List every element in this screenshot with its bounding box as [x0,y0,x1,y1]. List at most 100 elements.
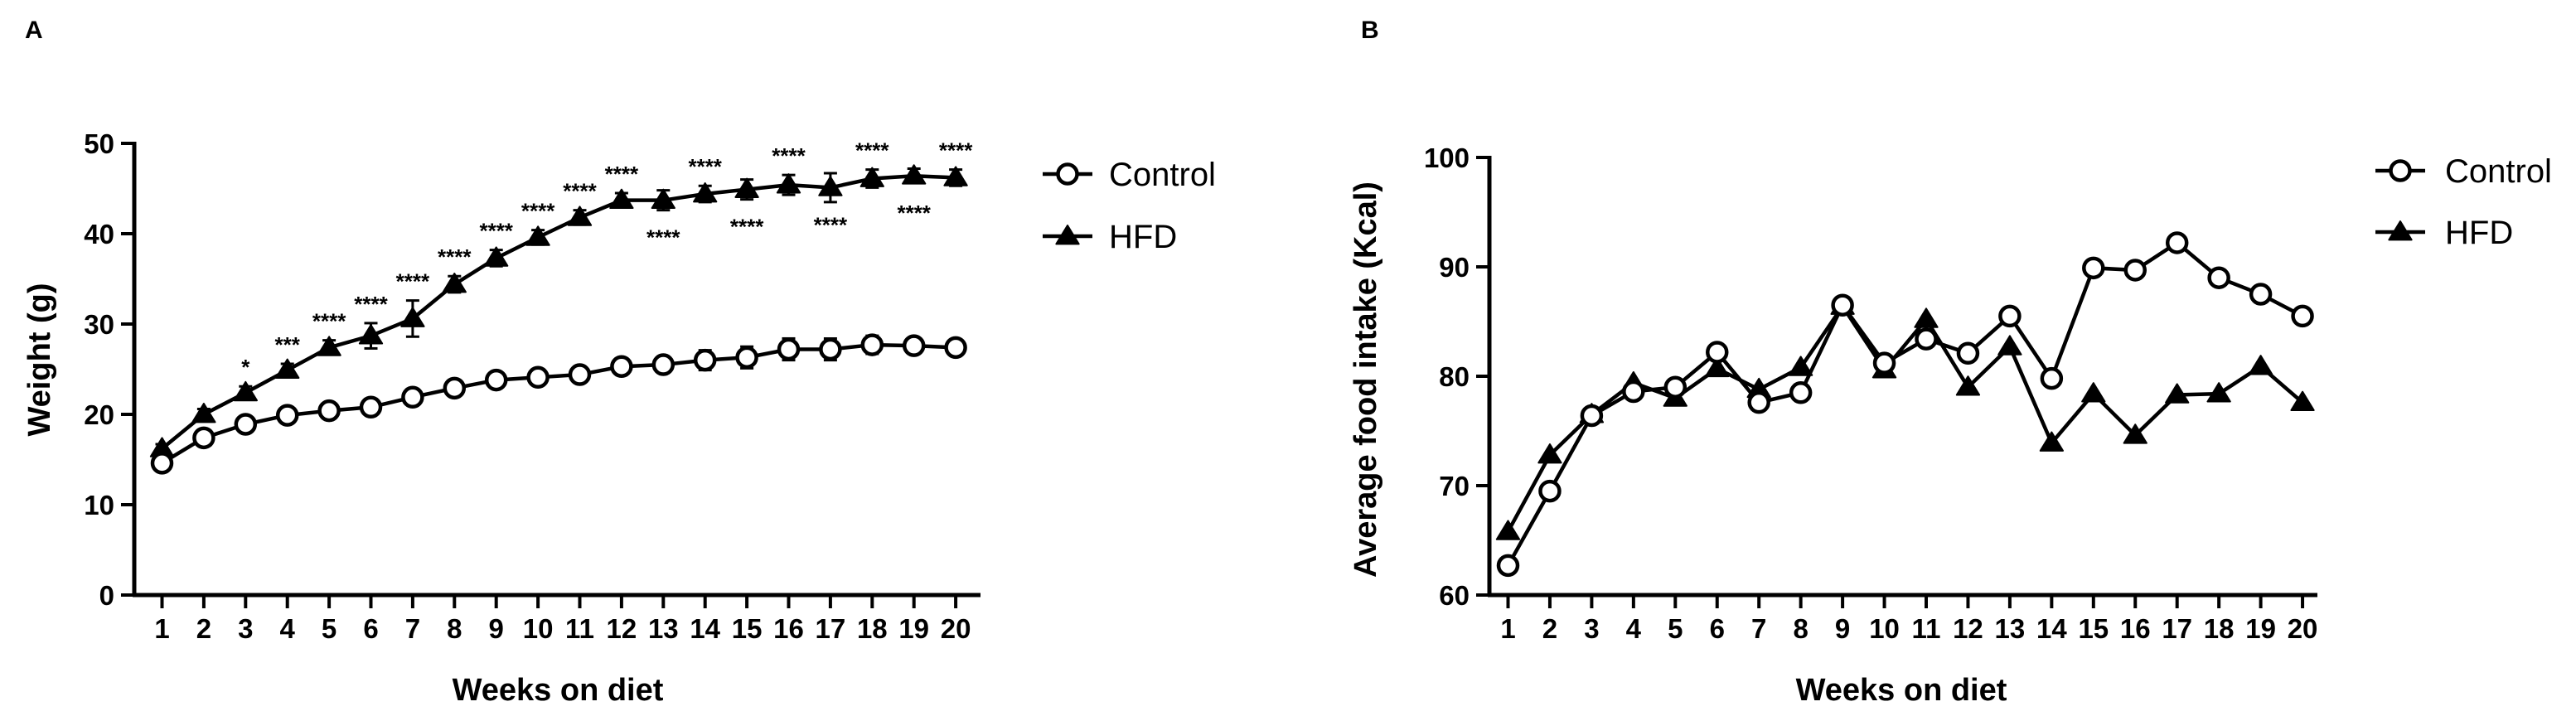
weight-significance-label: **** [939,138,973,163]
food-intake-y-tick-label: 100 [1424,143,1470,173]
weight-control-point [568,363,592,386]
weight-x-tick-label: 19 [898,613,929,644]
food-intake-control-point [1538,479,1562,503]
weight-significance-label: **** [814,212,848,237]
weight-x-tick-label: 15 [732,613,763,644]
food-intake-control-point [2123,259,2147,282]
weight-x-tick-label: 16 [773,613,804,644]
food-intake-x-tick-label: 12 [1953,613,1983,644]
weight-control-point [484,368,508,392]
food-intake-control-point [1706,341,1729,364]
weight-legend-hfd-label: HFD [1109,219,1177,255]
food-intake-x-tick-label: 5 [1668,613,1683,644]
food-intake-control-point [1622,380,1645,404]
weight-hfd-point [275,358,300,379]
weight-hfd-point [525,225,550,246]
food-intake-x-tick-label: 11 [1912,613,1941,644]
food-intake-hfd-point [1789,356,1813,376]
food-intake-x-tick-label: 13 [1995,613,2026,644]
weight-hfd-point [776,173,801,194]
weight-x-tick-label: 1 [154,613,169,644]
weight-control-point [610,355,633,378]
weight-x-tick-label: 4 [280,613,296,644]
weight-control-point [401,385,424,409]
food-intake-hfd-point [1705,356,1730,378]
weight-control-point [192,426,215,450]
food-intake-y-tick-label: 80 [1439,361,1470,392]
weight-control-point [526,365,550,390]
food-intake-control-point [1496,554,1520,578]
food-intake-x-tick-label: 17 [2162,613,2192,644]
weight-control-point [443,376,467,400]
food-intake-chart-x-axis-title: Weeks on diet [1796,673,2007,708]
weight-control-point [944,336,967,360]
weight-hfd-point [902,164,927,185]
weight-control-point [860,333,884,356]
weight-control-point [317,399,341,423]
food-intake-hfd-point [1997,335,2022,356]
weight-x-tick-label: 12 [607,613,637,644]
weight-significance-label: **** [688,154,722,179]
food-intake-x-tick-label: 20 [2288,613,2318,644]
weight-x-tick-label: 6 [363,613,378,644]
weight-control-point [150,452,174,475]
food-intake-x-tick-label: 3 [1584,613,1599,644]
weight-x-tick-label: 11 [565,613,594,644]
weight-y-tick-label: 10 [84,490,114,520]
food-intake-x-tick-label: 19 [2245,613,2276,644]
food-intake-hfd-point [1495,520,1521,540]
panel-a-letter: A [25,17,43,44]
weight-control-point [359,395,383,419]
weight-hfd-point [233,380,258,402]
food-intake-hfd-point [2123,423,2147,444]
food-intake-control-point [1663,375,1687,399]
weight-y-tick-label: 30 [84,309,114,340]
weight-x-tick-label: 8 [447,613,462,644]
weight-significance-label: **** [521,199,555,224]
weight-control-point [651,353,675,376]
weight-hfd-point [400,307,425,327]
weight-hfd-point [859,167,884,187]
weight-significance-label: **** [438,244,472,269]
weight-x-tick-label: 20 [941,613,971,644]
weight-legend-control-label: Control [1109,157,1216,193]
weight-x-tick-label: 9 [489,613,504,644]
weight-hfd-point [191,403,216,423]
weight-hfd-point [693,182,718,203]
weight-hfd-point [609,188,634,210]
food-intake-legend-control-label: Control [2445,153,2552,190]
food-intake-control-point [2291,304,2314,328]
food-intake-hfd-point [2039,431,2064,452]
weight-significance-label: **** [730,215,764,240]
weight-significance-label: **** [396,269,430,294]
weight-significance-label: **** [605,162,639,186]
weight-y-tick-label: 20 [84,399,114,430]
weight-control-point [777,337,801,361]
weight-significance-label: **** [479,219,513,244]
weight-hfd-point [567,206,593,226]
food-intake-control-point [2040,366,2064,390]
weight-y-tick-label: 0 [99,580,114,611]
food-intake-x-tick-label: 10 [1869,613,1900,644]
food-intake-x-tick-label: 16 [2120,613,2151,644]
weight-chart-x-axis-title: Weeks on diet [453,673,664,708]
weight-legend-control-marker [1056,162,1079,186]
weight-hfd-point [651,188,675,210]
weight-significance-label: **** [312,309,346,334]
food-intake-hfd-line [1506,302,2304,533]
food-intake-x-tick-label: 9 [1835,613,1850,644]
food-intake-x-tick-label: 15 [2078,613,2109,644]
food-intake-y-tick-label: 60 [1439,580,1470,611]
food-intake-control-point [2207,266,2230,289]
food-intake-control-point [2082,256,2105,280]
weight-hfd-point [484,246,509,267]
weight-significance-label: **** [354,292,388,317]
weight-hfd-point [358,324,384,345]
food-intake-x-tick-label: 2 [1542,613,1557,644]
food-intake-hfd-point [2206,382,2231,403]
food-intake-control-point [1831,293,1854,317]
weight-legend-hfd-marker [1055,225,1080,245]
food-intake-chart: Average food intake (Kcal) Weeks on diet… [1349,143,2552,708]
food-intake-x-tick-label: 4 [1626,613,1642,644]
